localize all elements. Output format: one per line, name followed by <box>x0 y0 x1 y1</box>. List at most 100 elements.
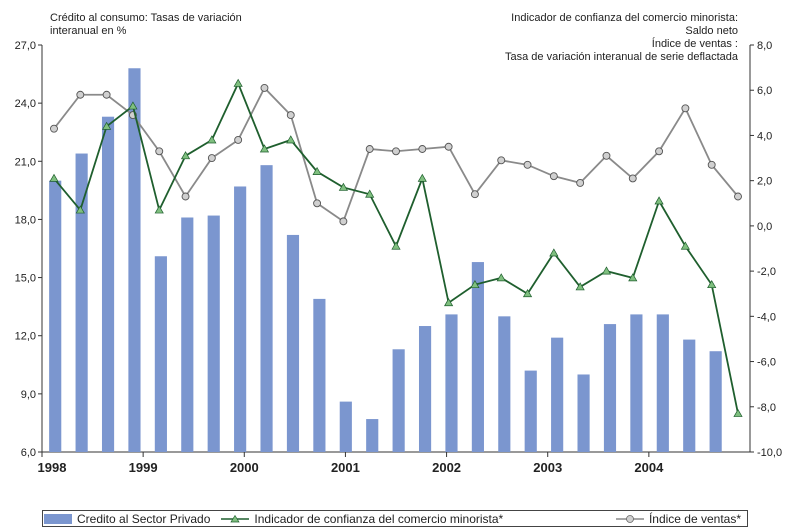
right-axis-title-line3: Índice de ventas : <box>651 38 738 50</box>
point-ventas <box>707 160 716 169</box>
point-confianza <box>286 135 296 144</box>
point-confianza <box>496 273 506 282</box>
point-confianza <box>575 282 585 291</box>
bar <box>154 256 167 452</box>
left-axis-title: Crédito al consumo: Tasas de variación i… <box>50 12 242 38</box>
bar <box>551 337 564 452</box>
point-ventas <box>260 84 269 92</box>
point-ventas <box>628 174 637 183</box>
right-tick-label: 0,0 <box>757 221 772 233</box>
point-ventas <box>681 104 690 113</box>
point-ventas <box>181 192 190 201</box>
legend-line-swatch-confianza <box>221 514 250 522</box>
point-confianza <box>680 241 690 250</box>
point-ventas <box>523 160 532 169</box>
point-confianza <box>417 173 427 182</box>
point-ventas <box>392 147 400 156</box>
point-confianza <box>102 121 112 130</box>
legend-label-ventas: Índice de ventas* <box>648 511 741 526</box>
bar <box>656 314 669 452</box>
point-confianza <box>707 279 717 289</box>
point-confianza <box>470 279 480 289</box>
bar <box>524 370 537 452</box>
bar <box>181 217 194 452</box>
point-ventas <box>602 151 611 160</box>
point-ventas <box>102 90 111 99</box>
point-confianza <box>444 298 454 307</box>
left-tick-label: 21,0 <box>15 156 36 168</box>
point-ventas <box>76 90 85 99</box>
legend: Credito al Sector Privado Indicador de c… <box>42 510 748 527</box>
x-tick-label: 2003 <box>533 460 562 475</box>
point-confianza <box>365 189 375 198</box>
legend-label-bars: Credito al Sector Privado <box>77 511 211 526</box>
point-confianza <box>154 205 164 214</box>
bar <box>709 351 722 452</box>
left-tick-label: 27,0 <box>15 40 36 52</box>
right-axis-title-line1: Indicador de confianza del comercio mino… <box>511 12 738 24</box>
right-axis-title-line2: Saldo neto <box>685 25 738 37</box>
left-tick-label: 18,0 <box>15 214 36 226</box>
bar <box>630 314 643 452</box>
legend-item-confianza: Indicador de confianza del comercio mino… <box>220 512 503 526</box>
right-tick-label: -2,0 <box>757 266 776 278</box>
legend-line-swatch-ventas <box>615 514 644 523</box>
point-confianza <box>522 289 533 298</box>
left-axis-title-line1: Crédito al consumo: Tasas de variación <box>50 12 242 24</box>
bar <box>49 180 62 452</box>
point-ventas <box>155 147 164 156</box>
right-axis-title: Indicador de confianza del comercio mino… <box>505 12 738 64</box>
bar <box>366 419 379 452</box>
point-ventas <box>734 192 742 201</box>
bar <box>418 326 432 452</box>
left-tick-label: 12,0 <box>15 331 36 343</box>
bar <box>603 324 617 452</box>
left-axis-title-line2: interanual en % <box>50 25 127 37</box>
right-tick-label: 6,0 <box>757 85 772 97</box>
x-tick-label: 2004 <box>634 460 664 475</box>
point-ventas <box>497 156 506 165</box>
point-confianza <box>654 196 664 205</box>
bar <box>392 349 405 452</box>
bar <box>101 116 115 452</box>
right-axis-title-line4: Tasa de variación interanual de serie de… <box>505 51 738 63</box>
bar <box>498 316 511 452</box>
bar <box>286 234 300 452</box>
left-tick-label: 6,0 <box>21 447 36 459</box>
point-ventas <box>655 147 664 156</box>
x-tick-label: 2000 <box>230 460 259 475</box>
left-tick-label: 24,0 <box>15 98 36 110</box>
x-tick-label: 1999 <box>129 460 158 475</box>
point-ventas <box>207 154 216 163</box>
left-tick-label: 9,0 <box>21 389 36 401</box>
point-confianza <box>207 135 217 144</box>
point-ventas <box>418 145 427 153</box>
chart-canvas: 6,0 9,0 12,0 15,0 18,0 21,0 24,0 27,0 -10,0 -8,0 -… <box>15 40 783 475</box>
right-tick-label: 4,0 <box>757 130 772 142</box>
legend-item-bars: Credito al Sector Privado <box>43 512 210 526</box>
point-ventas <box>365 145 374 153</box>
point-ventas <box>50 124 58 133</box>
point-ventas <box>444 142 453 151</box>
right-tick-label: -8,0 <box>757 402 776 414</box>
point-ventas <box>339 217 348 226</box>
bar <box>683 339 696 452</box>
left-tick-label: 15,0 <box>15 273 36 285</box>
bar <box>577 374 590 452</box>
point-confianza <box>259 144 270 153</box>
point-confianza <box>338 182 348 191</box>
bar <box>75 153 88 453</box>
point-confianza <box>733 408 743 417</box>
bar <box>445 314 458 452</box>
legend-bar-swatch <box>44 513 72 524</box>
point-ventas <box>286 111 295 120</box>
x-tick-label: 2002 <box>432 460 461 475</box>
point-confianza <box>549 248 559 257</box>
bar <box>260 165 273 452</box>
legend-label-confianza: Indicador de confianza del comercio mino… <box>254 511 504 526</box>
point-confianza <box>233 78 243 87</box>
right-tick-label: -10,0 <box>757 447 782 459</box>
point-confianza <box>75 205 85 214</box>
point-ventas <box>549 172 558 181</box>
point-ventas <box>313 199 322 208</box>
